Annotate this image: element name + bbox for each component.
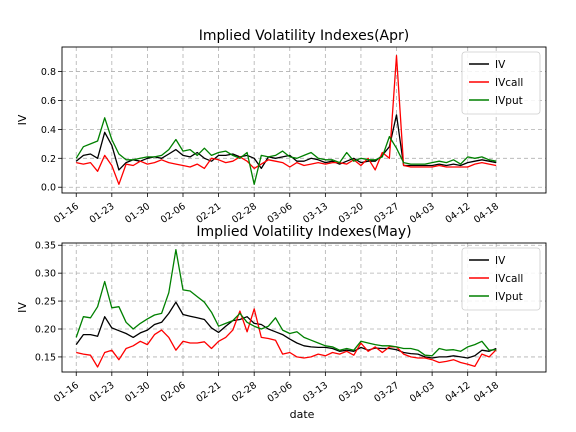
- y-tick-label: 0.15: [35, 352, 56, 363]
- x-tick-label: 03-13: [301, 201, 330, 226]
- x-tick-label: 03-20: [337, 380, 366, 405]
- series-line-ivput: [75, 117, 497, 185]
- x-tick-label: 04-18: [472, 201, 501, 226]
- chart-panel-may: 0.15 0.20 0.25 0.30 0.35 01-16 01-23 01-30 02-06…: [16, 224, 547, 405]
- x-tick-label: 02-06: [159, 201, 188, 226]
- series-line-ivcall: [76, 308, 497, 368]
- legend-label-iv: IV: [495, 59, 506, 71]
- y-axis-label: IV: [16, 114, 29, 125]
- x-tick-label: 03-20: [337, 201, 366, 226]
- x-tick-label: 03-27: [372, 380, 401, 405]
- y-tick-label: 0.0: [41, 183, 56, 194]
- x-tick-label: 03-27: [372, 201, 401, 226]
- x-tick-label: 03-06: [266, 380, 295, 405]
- y-tick-label: 0.6: [41, 96, 56, 107]
- y-tick-label: 0.35: [35, 241, 56, 252]
- x-tick-label: 02-06: [159, 380, 188, 405]
- legend-box: [461, 247, 541, 311]
- x-tick-label: 02-28: [230, 380, 259, 405]
- x-tick-label: 04-12: [444, 201, 473, 226]
- x-tick-label: 04-03: [408, 201, 437, 226]
- legend-label-iv: IV: [495, 255, 506, 267]
- x-tick-label: 03-06: [266, 201, 295, 226]
- plot-frame: [61, 242, 547, 373]
- x-tick-label: 02-21: [194, 380, 223, 405]
- legend: IV IVcall IVput: [461, 247, 541, 311]
- y-tick-label: 0.30: [35, 269, 56, 280]
- y-tick-label: 0.25: [35, 297, 56, 308]
- x-tick-label: 01-23: [88, 201, 117, 226]
- plot-frame: [61, 46, 547, 194]
- legend-label-ivput: IVput: [495, 95, 523, 107]
- x-tick-label: 01-30: [123, 380, 152, 405]
- x-tick-label: 04-03: [408, 380, 437, 405]
- y-axis-label: IV: [16, 302, 29, 313]
- x-tick-label: 01-30: [123, 201, 152, 226]
- x-tick-label: 02-28: [230, 201, 259, 226]
- figure-x-axis-label: date: [290, 408, 315, 421]
- series-line-ivput: [75, 249, 497, 357]
- y-tick-label: 0.20: [35, 325, 56, 336]
- x-tick-label: 04-18: [472, 380, 501, 405]
- x-tick-label: 04-12: [444, 380, 473, 405]
- legend-box: [461, 51, 541, 115]
- x-tick-label: 03-13: [301, 380, 330, 405]
- x-tick-label: 01-16: [52, 201, 81, 226]
- y-tick-label: 0.2: [41, 154, 56, 165]
- series-line-ivcall: [76, 55, 497, 185]
- series-line-iv: [75, 301, 497, 359]
- chart-panel-apr: 0.0 0.2 0.4 0.6 0.8 01-16 01-23 01-30 02-06 02-21…: [16, 28, 547, 226]
- x-tick-label: 01-23: [88, 380, 117, 405]
- legend-label-ivcall: IVcall: [495, 77, 523, 89]
- chart-title: Implied Volatility Indexes(May): [196, 224, 411, 240]
- chart-title: Implied Volatility Indexes(Apr): [199, 28, 409, 44]
- legend-label-ivput: IVput: [495, 291, 523, 303]
- legend-label-ivcall: IVcall: [495, 273, 523, 285]
- legend: IV IVcall IVput: [461, 51, 541, 115]
- x-tick-label: 01-16: [52, 380, 81, 405]
- y-tick-label: 0.4: [41, 125, 56, 136]
- y-tick-label: 0.8: [41, 67, 56, 78]
- x-tick-label: 02-21: [194, 201, 223, 226]
- series-line-iv: [75, 114, 497, 171]
